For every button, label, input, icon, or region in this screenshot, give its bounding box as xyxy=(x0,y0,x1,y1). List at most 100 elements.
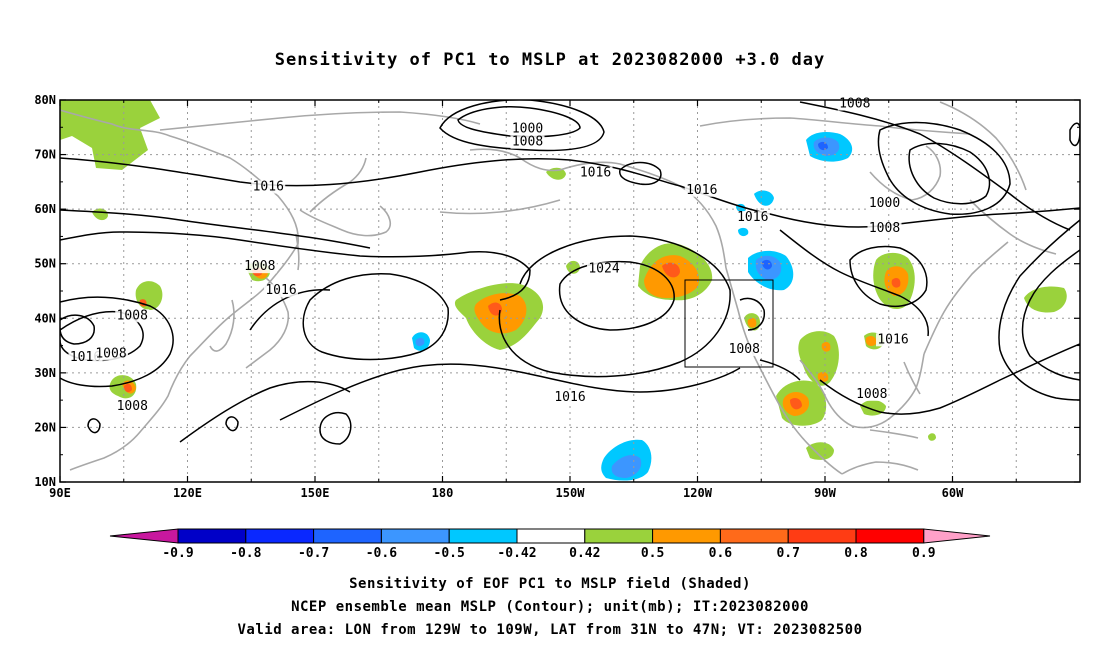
contour-1008-west-coast-low xyxy=(739,297,766,331)
lat-tick-label: 40N xyxy=(34,311,56,325)
caption-valid-area: Valid area: LON from 129W to 109W, LAT f… xyxy=(237,622,863,638)
shade-cyan-small xyxy=(738,227,749,237)
contour-1000-north-pacific xyxy=(457,105,581,138)
contour-label-bg xyxy=(867,196,902,210)
colorbar-box xyxy=(245,528,315,544)
colorbar-labels: -0.9 -0.8 -0.7 -0.6 -0.5 -0.42 0.42 0.5 0.6 0.7 0.… xyxy=(162,546,935,561)
shade-red-core xyxy=(891,278,901,288)
colorbar-tick-label: 0.42 xyxy=(569,546,600,561)
contour-label: 1016 xyxy=(70,350,101,365)
shade-deep-blue xyxy=(762,259,772,270)
longitude-axis: 90E 120E 150E 180 150W 120W 90W 60W xyxy=(49,100,1017,500)
contour-label-bg xyxy=(251,180,286,194)
contour-label-bg xyxy=(578,166,613,180)
colorbar-right-arrow xyxy=(923,528,991,544)
contour-1008-ring xyxy=(319,412,352,445)
coastline-east-asia xyxy=(60,109,300,471)
coastline-canadian-arctic xyxy=(699,117,971,135)
colorbar-box xyxy=(652,528,721,544)
shade-orange-small xyxy=(821,342,831,352)
colorbar-box xyxy=(177,528,247,544)
contour-1008-gulf xyxy=(819,343,1080,415)
contour-label-bg xyxy=(727,343,762,357)
contour-label: 1008 xyxy=(244,259,275,274)
contour-label-bg xyxy=(854,387,889,401)
shade-orange-small xyxy=(865,336,877,346)
shade-blue-small xyxy=(415,337,425,347)
contour-1000-north-atlantic xyxy=(908,142,991,205)
contour-1016-mexico xyxy=(759,359,801,381)
contour-1016-high xyxy=(498,235,731,378)
contour-label: 1016 xyxy=(580,165,611,180)
coastline-east-coast xyxy=(923,241,1009,355)
shade-cyan-small xyxy=(754,190,774,206)
contour-1008-labrador xyxy=(799,101,1071,231)
coastline-aleutians xyxy=(439,199,561,215)
caption-contour: NCEP ensemble mean MSLP (Contour); unit(… xyxy=(291,599,809,615)
colorbar-tick-label: -0.9 xyxy=(162,546,193,561)
colorbar-tick-label: 0.5 xyxy=(641,546,664,561)
contour-1016-great-lakes xyxy=(849,245,928,308)
lat-tick-label: 60N xyxy=(34,202,56,216)
contour-label: 1000 xyxy=(869,196,900,211)
contour-1008-north-atlantic xyxy=(877,121,1011,215)
contour-1008-lower xyxy=(179,380,351,443)
contour-label: 1008 xyxy=(839,97,870,112)
contour-1016-east-canada xyxy=(779,229,929,337)
contour-label-bg xyxy=(510,135,545,149)
contour-label-bg xyxy=(264,284,298,298)
contour-label: 1008 xyxy=(95,346,126,361)
valid-area-box xyxy=(684,279,774,368)
contour-label-bg xyxy=(94,347,128,361)
lat-tick-label: 10N xyxy=(34,475,56,489)
contour-labels: 1000100810161016101610081016100010081008… xyxy=(68,97,910,414)
coastline-siberia-north xyxy=(159,111,481,131)
contour-label-bg xyxy=(867,221,902,235)
contour-small-ring xyxy=(87,418,101,434)
colorbar-tick-label: -0.42 xyxy=(497,546,536,561)
coastline-bering xyxy=(469,148,561,172)
contour-label: 1008 xyxy=(512,135,543,150)
lat-tick-label: 80N xyxy=(34,93,56,107)
colorbar-tick-label: -0.7 xyxy=(298,546,329,561)
colorbar-tick-label: 0.8 xyxy=(844,546,868,561)
contour-label: 1008 xyxy=(117,308,148,323)
lat-tick-label: 50N xyxy=(34,257,56,271)
coastline-korea xyxy=(209,299,235,352)
contour-1016-arctic-ring xyxy=(1069,122,1080,147)
contour-1016-mid-asia xyxy=(60,231,531,301)
colorbar-tick-label: 0.6 xyxy=(709,546,733,561)
shade-green-small xyxy=(92,208,108,221)
coastline-hudson-bay xyxy=(869,145,942,201)
contour-label-bg xyxy=(115,309,150,323)
shade-orange-small xyxy=(817,372,829,382)
caption-shaded: Sensitivity of EOF PC1 to MSLP field (Sh… xyxy=(349,576,751,592)
lat-tick-label: 30N xyxy=(34,366,56,380)
sensitivity-shading xyxy=(60,100,1067,481)
shade-green-small xyxy=(860,400,886,416)
contour-small-ring xyxy=(225,416,239,432)
contour-label-bg xyxy=(242,260,277,274)
colorbar-tick-label: -0.5 xyxy=(434,546,465,561)
contour-label-bg xyxy=(115,399,150,413)
colorbar-box xyxy=(719,528,789,544)
colorbar-box xyxy=(584,528,654,544)
contour-label: 1000 xyxy=(512,122,543,137)
lon-tick-label: 90W xyxy=(814,486,836,500)
lon-tick-label: 150W xyxy=(556,486,586,500)
shade-red-core xyxy=(662,262,680,278)
lon-tick-label: 120E xyxy=(173,486,202,500)
contour-1016-atlantic xyxy=(1021,249,1080,381)
colorbar-box xyxy=(313,528,382,544)
coastline-labrador xyxy=(969,199,1057,255)
contour-1016-atlantic-outer xyxy=(998,219,1080,401)
contour-low-small xyxy=(60,314,95,345)
coastline-west-coast xyxy=(725,267,843,475)
contour-label: 1008 xyxy=(869,221,900,236)
coastline-sakhalin xyxy=(295,233,300,271)
contour-label: 1016 xyxy=(686,183,717,198)
latitude-axis: 80N 70N 60N 50N 40N 30N 20N 10N xyxy=(34,93,1080,489)
lat-tick-label: 70N xyxy=(34,148,56,162)
shade-orange-small xyxy=(747,318,757,328)
